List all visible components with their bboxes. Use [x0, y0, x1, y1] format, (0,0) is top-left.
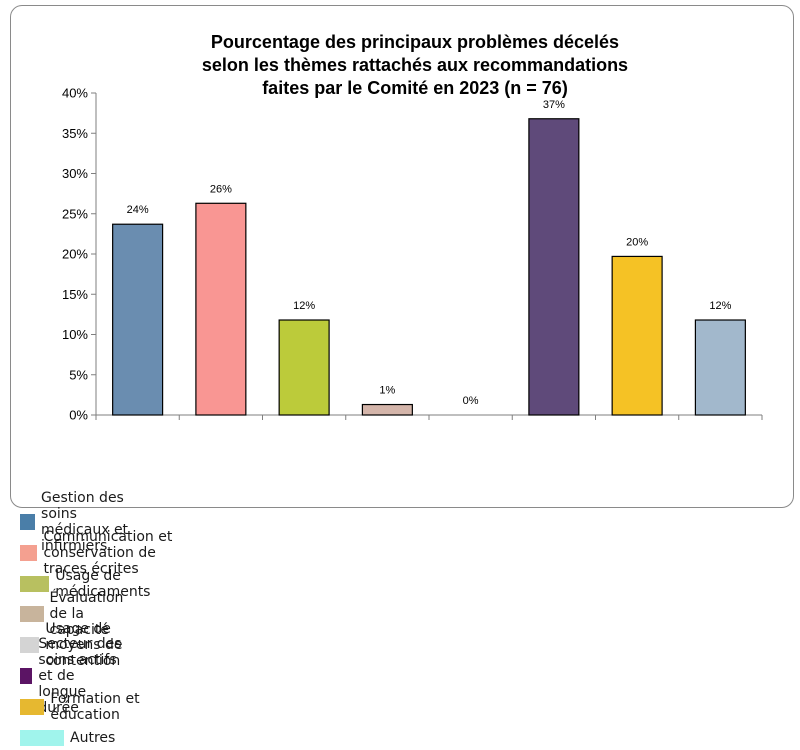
- legend-label: Communication et conservation de traces …: [43, 528, 173, 577]
- chart-title-line-2: selon les thèmes rattachés aux recommand…: [202, 55, 628, 75]
- legend-label: Évaluation de la capacité: [49, 590, 124, 639]
- legend-item: Évaluation de la capacité: [20, 590, 144, 638]
- y-tick-label: 25%: [62, 206, 88, 221]
- legend-swatch: [20, 575, 50, 592]
- y-tick-label: 30%: [62, 166, 88, 181]
- legend-item: Communication et conservation de traces …: [20, 529, 180, 577]
- data-label: 24%: [127, 204, 149, 216]
- legend-swatch: [20, 544, 38, 561]
- legend-item: Usage de moyens de contention: [20, 621, 145, 669]
- legend-item: Secteur des soins actifs et de longue du…: [20, 636, 124, 716]
- bar: [278, 319, 330, 416]
- y-tick-label: 5%: [69, 367, 88, 382]
- legend-item: Autres: [20, 728, 115, 748]
- data-label: 0%: [463, 395, 479, 407]
- legend-label: Gestion des soins médicaux et infirmiers: [41, 490, 129, 554]
- y-tick-label: 15%: [62, 287, 88, 302]
- legend-swatch: [20, 668, 33, 684]
- legend-swatch: [20, 606, 44, 623]
- legend-label: Formation et éducation: [50, 690, 140, 723]
- chart-title-line-3: faites par le Comité en 2023 (n = 76): [262, 78, 568, 98]
- bar: [694, 319, 746, 416]
- bar: [195, 202, 247, 416]
- legend-label: Usage de médicaments: [55, 567, 151, 600]
- y-tick-label: 20%: [62, 247, 88, 262]
- y-tick-label: 10%: [62, 327, 88, 342]
- legend-label: Secteur des soins actifs et de longue du…: [38, 636, 122, 716]
- data-label: 37%: [543, 99, 565, 111]
- bar-chart: Pourcentage des principaux problèmes déc…: [62, 32, 763, 423]
- data-label: 12%: [709, 300, 731, 312]
- data-label: 26%: [210, 183, 232, 195]
- legend-swatch: [20, 637, 40, 654]
- legend-item: Usage de médicaments: [20, 568, 165, 600]
- data-label: 12%: [293, 300, 315, 312]
- data-label: 1%: [379, 385, 395, 397]
- chart-title-line-1: Pourcentage des principaux problèmes déc…: [211, 32, 619, 52]
- legend-item: Formation et éducation: [20, 691, 141, 723]
- bar: [528, 118, 580, 416]
- y-tick-label: 35%: [62, 126, 88, 141]
- legend-swatch: [20, 698, 45, 715]
- data-label: 20%: [626, 236, 648, 248]
- legend-swatch: [20, 729, 64, 746]
- bar: [112, 223, 164, 416]
- y-tick-label: 40%: [62, 86, 88, 101]
- legend-item: Gestion des soins médicaux et infirmiers: [20, 490, 138, 554]
- bar: [611, 255, 663, 416]
- bar: [361, 403, 413, 416]
- y-tick-label: 0%: [69, 408, 88, 423]
- legend-label: Autres: [70, 729, 116, 746]
- legend-label: Usage de moyens de contention: [45, 621, 123, 670]
- legend-swatch: [20, 514, 36, 530]
